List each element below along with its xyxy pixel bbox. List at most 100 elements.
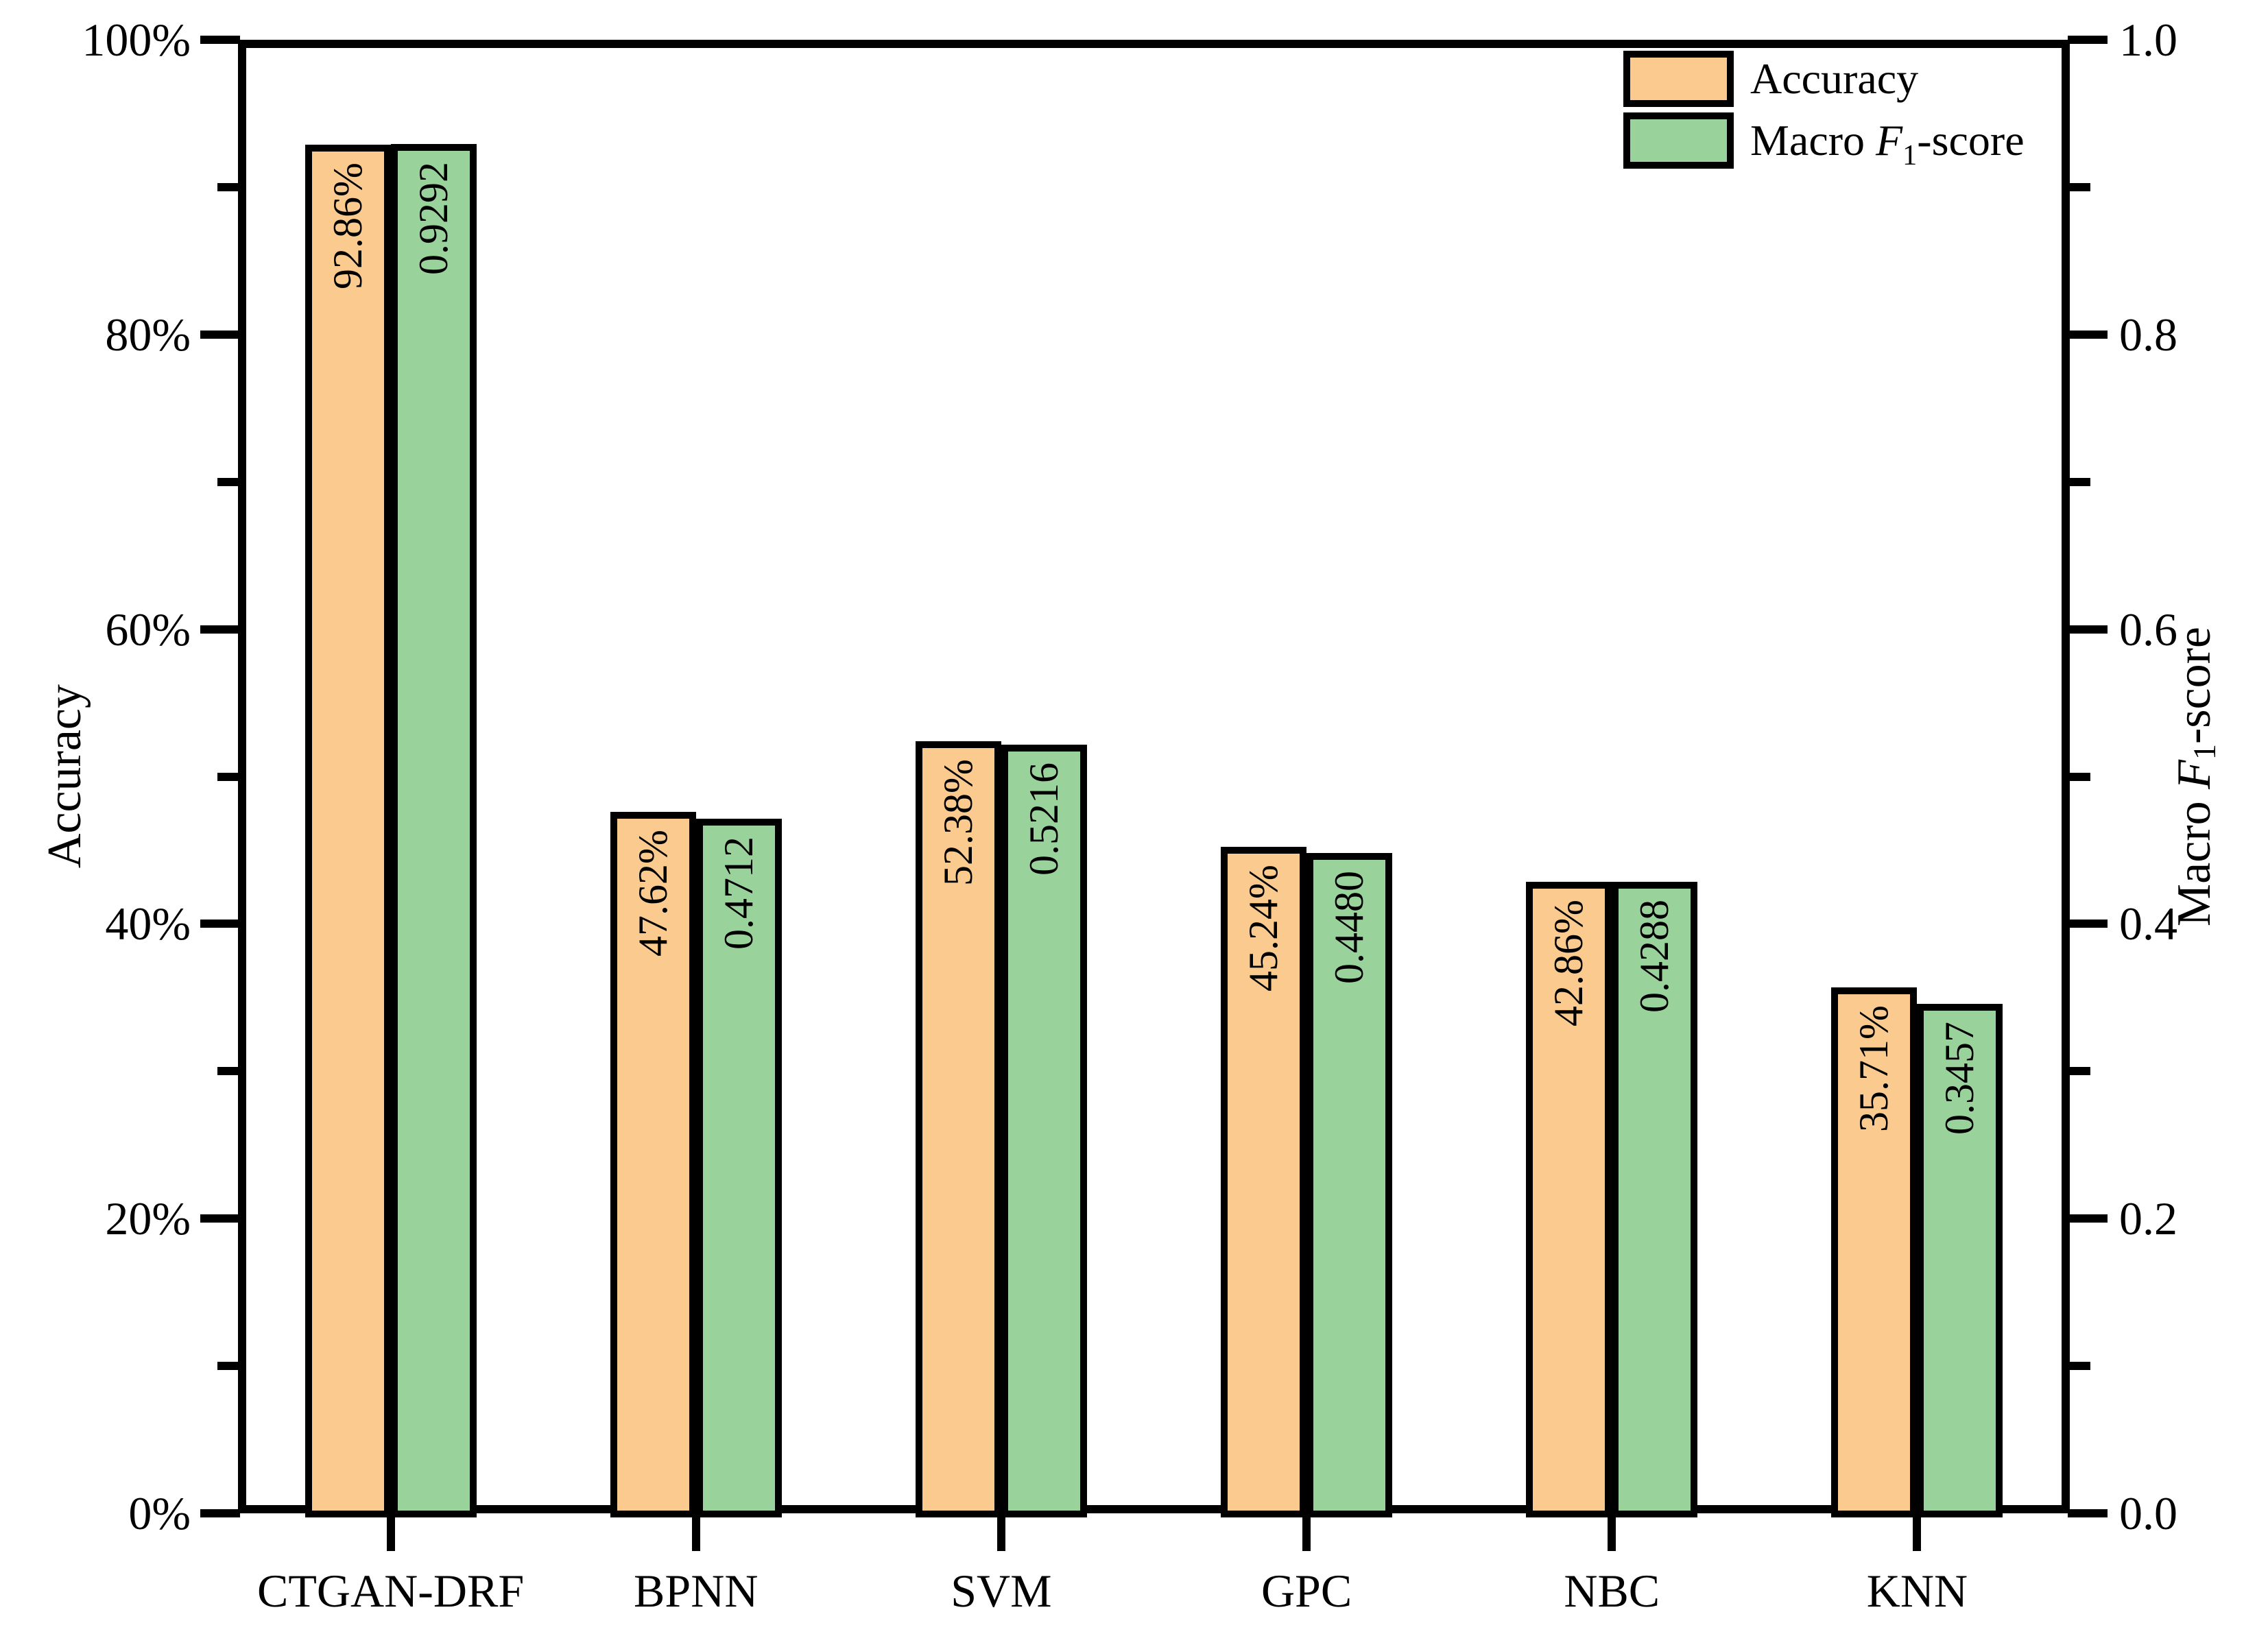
right-axis-tick-label: 0.6 bbox=[2119, 603, 2177, 656]
accuracy-bar-svm: 52.38% bbox=[915, 741, 1001, 1517]
f1-bar-knn: 0.3457 bbox=[1917, 1004, 2003, 1517]
f1-bar-gpc: 0.4480 bbox=[1306, 853, 1393, 1517]
left-axis-tick-label: 60% bbox=[105, 603, 191, 656]
x-axis-major-tick bbox=[996, 1509, 1005, 1551]
plot-area bbox=[238, 40, 2070, 1513]
bar-value-label: 0.5216 bbox=[1020, 762, 1066, 876]
left-axis-major-tick bbox=[200, 1509, 240, 1517]
bar-value-label: 92.86% bbox=[324, 163, 370, 290]
bar-value-label-wrap: 0.4712 bbox=[703, 837, 775, 950]
x-axis-major-tick bbox=[1302, 1509, 1311, 1551]
f1-bar-nbc: 0.4288 bbox=[1612, 881, 1698, 1517]
bar-value-label: 35.71% bbox=[1851, 1005, 1897, 1132]
right-axis-title-prefix: Macro bbox=[2168, 789, 2221, 927]
x-axis-major-tick bbox=[1608, 1509, 1616, 1551]
right-axis-major-tick bbox=[2068, 330, 2108, 339]
left-axis-major-tick bbox=[200, 920, 240, 928]
bar-value-label: 0.4480 bbox=[1326, 871, 1372, 985]
left-axis-minor-tick bbox=[217, 772, 240, 781]
accuracy-bar-ctgan-drf: 92.86% bbox=[305, 145, 391, 1517]
bar-value-label: 52.38% bbox=[935, 759, 981, 887]
right-axis-minor-tick bbox=[2068, 772, 2090, 781]
x-axis-major-tick bbox=[1913, 1509, 1922, 1551]
right-axis-major-tick bbox=[2068, 36, 2108, 44]
bar-value-label: 42.86% bbox=[1546, 899, 1592, 1026]
category-label-nbc: NBC bbox=[1564, 1565, 1660, 1617]
legend-f1-symbol: F bbox=[1876, 116, 1903, 165]
right-axis-tick-label: 0.0 bbox=[2119, 1487, 2177, 1539]
left-axis-minor-tick bbox=[217, 1067, 240, 1076]
category-label-ctgan-drf: CTGAN-DRF bbox=[257, 1565, 525, 1617]
left-axis-title-wrap: Accuracy bbox=[27, 40, 103, 1513]
category-label-gpc: GPC bbox=[1261, 1565, 1352, 1617]
bar-value-label-wrap: 0.5216 bbox=[1008, 762, 1080, 876]
category-label-bpnn: BPNN bbox=[634, 1565, 759, 1617]
right-axis-major-tick bbox=[2068, 1509, 2108, 1517]
left-axis-tick-label: 20% bbox=[105, 1192, 191, 1245]
bar-value-label-wrap: 0.3457 bbox=[1924, 1022, 1996, 1135]
right-axis-major-tick bbox=[2068, 625, 2108, 634]
bar-value-label: 45.24% bbox=[1241, 864, 1287, 992]
left-axis-minor-tick bbox=[217, 477, 240, 486]
bar-value-label-wrap: 45.24% bbox=[1228, 865, 1300, 992]
left-axis-major-tick bbox=[200, 625, 240, 634]
accuracy-bar-gpc: 45.24% bbox=[1221, 846, 1307, 1517]
x-axis-major-tick bbox=[386, 1509, 395, 1551]
accuracy-swatch bbox=[1623, 51, 1734, 107]
x-axis-major-tick bbox=[691, 1509, 700, 1551]
legend: Accuracy Macro F1-score bbox=[1623, 51, 2025, 174]
legend-f1-suffix: -score bbox=[1917, 116, 2025, 165]
left-axis-major-tick bbox=[200, 36, 240, 44]
legend-f1-prefix: Macro bbox=[1750, 116, 1876, 165]
accuracy-bar-bpnn: 47.62% bbox=[610, 811, 696, 1517]
bar-value-label-wrap: 35.71% bbox=[1838, 1005, 1910, 1132]
right-axis-minor-tick bbox=[2068, 182, 2090, 191]
left-axis-major-tick bbox=[200, 1214, 240, 1223]
bar-value-label-wrap: 0.4288 bbox=[1619, 900, 1691, 1013]
right-axis-minor-tick bbox=[2068, 477, 2090, 486]
legend-label-f1: Macro F1-score bbox=[1750, 116, 2025, 170]
left-axis-minor-tick bbox=[217, 182, 240, 191]
right-axis-major-tick bbox=[2068, 920, 2108, 928]
right-axis-tick-label: 0.2 bbox=[2119, 1192, 2177, 1245]
bar-value-label-wrap: 47.62% bbox=[617, 830, 689, 957]
bar-value-label: 0.4288 bbox=[1632, 899, 1678, 1013]
bar-value-label: 0.9292 bbox=[410, 162, 456, 276]
bar-value-label-wrap: 52.38% bbox=[922, 759, 994, 886]
bar-value-label-wrap: 0.9292 bbox=[398, 162, 470, 275]
bar-value-label: 0.4712 bbox=[715, 837, 761, 950]
right-axis-tick-label: 0.8 bbox=[2119, 308, 2177, 361]
legend-item-f1: Macro F1-score bbox=[1623, 112, 2025, 169]
right-axis-tick-label: 0.4 bbox=[2119, 898, 2177, 950]
right-axis-major-tick bbox=[2068, 1214, 2108, 1223]
accuracy-bar-knn: 35.71% bbox=[1831, 987, 1918, 1517]
right-axis-minor-tick bbox=[2068, 1067, 2090, 1076]
f1-bar-ctgan-drf: 0.9292 bbox=[390, 144, 477, 1517]
bar-value-label: 47.62% bbox=[630, 829, 676, 957]
bar-value-label: 0.3457 bbox=[1937, 1022, 1983, 1136]
legend-f1-subscript: 1 bbox=[1902, 139, 1918, 171]
right-axis-tick-label: 1.0 bbox=[2119, 14, 2177, 66]
left-axis-tick-label: 100% bbox=[82, 14, 191, 66]
right-axis-title-wrap: Macro F1-score bbox=[2157, 40, 2232, 1513]
left-axis-tick-label: 0% bbox=[128, 1487, 191, 1539]
right-axis-minor-tick bbox=[2068, 1362, 2090, 1371]
f1-bar-svm: 0.5216 bbox=[1001, 745, 1087, 1517]
bar-value-label-wrap: 92.86% bbox=[312, 163, 384, 289]
category-label-knn: KNN bbox=[1866, 1565, 1968, 1617]
bar-value-label-wrap: 42.86% bbox=[1533, 900, 1605, 1026]
bar-value-label-wrap: 0.4480 bbox=[1313, 871, 1385, 984]
left-axis-minor-tick bbox=[217, 1362, 240, 1371]
right-axis-title: Macro F1-score bbox=[2168, 626, 2222, 927]
f1-swatch bbox=[1623, 112, 1734, 169]
right-axis-title-symbol: F bbox=[2168, 760, 2221, 789]
legend-label-accuracy: Accuracy bbox=[1750, 54, 1919, 103]
right-axis-title-subscript: 1 bbox=[2187, 743, 2222, 760]
left-axis-major-tick bbox=[200, 330, 240, 339]
f1-bar-bpnn: 0.4712 bbox=[695, 819, 782, 1517]
left-axis-tick-label: 40% bbox=[105, 898, 191, 950]
left-axis-tick-label: 80% bbox=[105, 308, 191, 361]
legend-item-accuracy: Accuracy bbox=[1623, 51, 2025, 107]
right-axis-title-suffix: -score bbox=[2168, 626, 2221, 744]
